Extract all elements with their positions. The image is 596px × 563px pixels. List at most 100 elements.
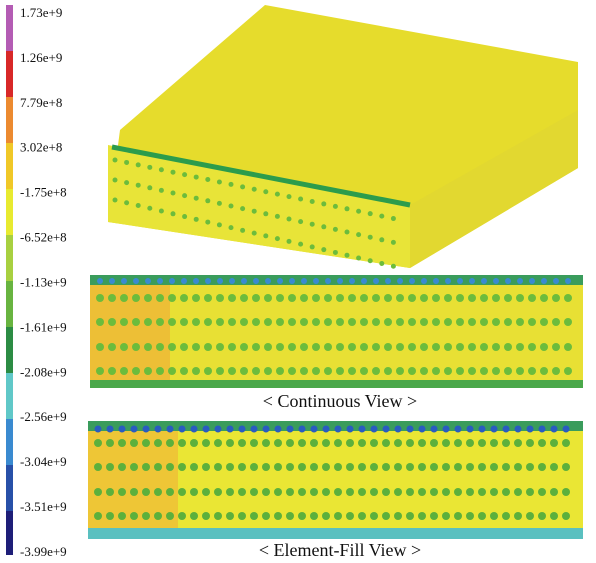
dot — [240, 367, 248, 375]
dot — [132, 294, 140, 302]
dot — [442, 512, 450, 520]
view-edge — [88, 528, 583, 539]
dot — [182, 172, 187, 177]
dot — [552, 343, 560, 351]
legend-label: 3.02e+8 — [20, 140, 62, 155]
dot — [540, 367, 548, 375]
dot — [154, 488, 162, 496]
dot — [490, 512, 498, 520]
dot — [337, 278, 343, 284]
dot — [478, 463, 486, 471]
dot — [394, 512, 402, 520]
dot — [334, 512, 342, 520]
dot — [229, 204, 234, 209]
dot — [347, 426, 354, 433]
dot — [108, 318, 116, 326]
dot — [216, 318, 224, 326]
dot — [118, 463, 126, 471]
dot — [324, 318, 332, 326]
dot — [406, 463, 414, 471]
dot — [275, 214, 280, 219]
dot — [541, 278, 547, 284]
dot — [514, 488, 522, 496]
dot — [310, 222, 315, 227]
dot — [346, 512, 354, 520]
dot — [456, 318, 464, 326]
dot — [168, 318, 176, 326]
dot — [432, 367, 440, 375]
dot — [334, 488, 342, 496]
dot — [526, 439, 534, 447]
dot — [516, 294, 524, 302]
dot — [202, 512, 210, 520]
dot — [346, 488, 354, 496]
dot — [171, 211, 176, 216]
dot — [529, 278, 535, 284]
dot — [421, 278, 427, 284]
dot — [479, 426, 486, 433]
dot — [538, 463, 546, 471]
dot — [348, 318, 356, 326]
dot — [190, 439, 198, 447]
dot — [528, 318, 536, 326]
dot — [321, 224, 326, 229]
continuous-view — [90, 275, 583, 388]
dot — [382, 439, 390, 447]
dot — [298, 242, 303, 247]
dot — [217, 278, 223, 284]
dot — [431, 426, 438, 433]
dot — [336, 318, 344, 326]
dot — [371, 426, 378, 433]
dot — [119, 426, 126, 433]
dot — [300, 343, 308, 351]
dot — [552, 367, 560, 375]
dot — [504, 343, 512, 351]
color-swatch — [6, 143, 13, 189]
dot — [334, 463, 342, 471]
dot — [156, 343, 164, 351]
dot — [205, 278, 211, 284]
dot — [286, 439, 294, 447]
dot — [395, 426, 402, 433]
dot — [155, 426, 162, 433]
dot — [418, 488, 426, 496]
dot — [178, 488, 186, 496]
dot — [322, 488, 330, 496]
dot — [180, 367, 188, 375]
dot — [517, 278, 523, 284]
dot — [514, 463, 522, 471]
dot — [136, 162, 141, 167]
dot — [226, 488, 234, 496]
dot — [359, 426, 366, 433]
dot — [480, 343, 488, 351]
dot — [252, 318, 260, 326]
dot — [214, 512, 222, 520]
dot — [240, 294, 248, 302]
dot — [144, 367, 152, 375]
dot — [194, 217, 199, 222]
dot — [321, 247, 326, 252]
dot — [538, 439, 546, 447]
dot — [274, 512, 282, 520]
dot — [408, 294, 416, 302]
dot — [368, 211, 373, 216]
dot — [214, 488, 222, 496]
dot — [504, 294, 512, 302]
dot — [466, 488, 474, 496]
dot — [550, 512, 558, 520]
dot — [227, 426, 234, 433]
dot — [372, 343, 380, 351]
dot — [191, 426, 198, 433]
dot — [310, 488, 318, 496]
dot — [154, 439, 162, 447]
dot — [550, 463, 558, 471]
dot — [396, 294, 404, 302]
dot — [203, 426, 210, 433]
color-swatch — [6, 97, 13, 143]
dot — [216, 367, 224, 375]
dot — [250, 463, 258, 471]
dot — [562, 439, 570, 447]
dot — [205, 177, 210, 182]
dot — [312, 367, 320, 375]
dot — [384, 367, 392, 375]
